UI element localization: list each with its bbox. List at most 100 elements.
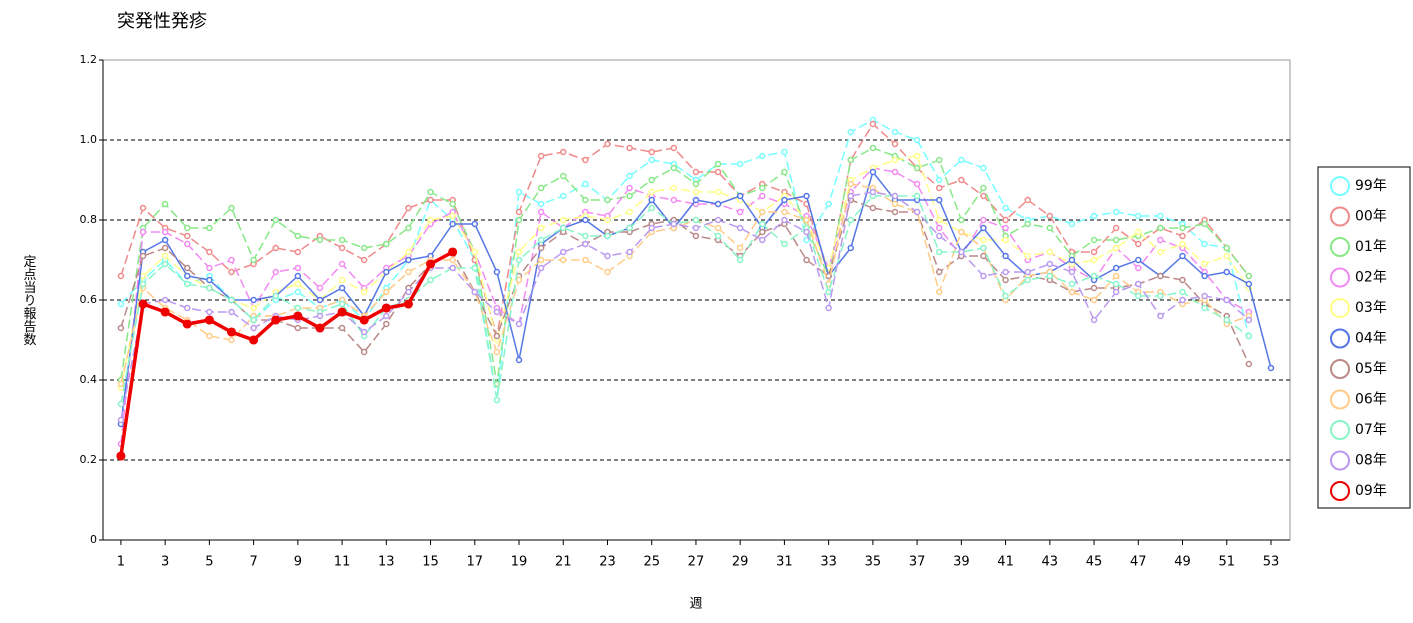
data-point <box>206 224 213 232</box>
series-line <box>120 147 1250 385</box>
data-point <box>869 120 877 128</box>
data-point <box>1046 224 1054 232</box>
data-point <box>1112 288 1120 296</box>
data-point <box>1201 272 1208 280</box>
data-point <box>117 272 125 280</box>
data-point <box>980 272 987 280</box>
y-tick-label: 1.0 <box>80 133 98 146</box>
data-point <box>1223 244 1230 252</box>
x-tick-label: 39 <box>953 555 970 570</box>
data-point <box>294 232 302 240</box>
data-point <box>869 168 877 176</box>
x-tick-label: 7 <box>249 555 257 570</box>
data-point <box>448 247 458 257</box>
data-point <box>537 256 545 264</box>
data-point <box>935 224 943 232</box>
data-point <box>316 236 324 244</box>
data-point <box>714 160 722 168</box>
data-point <box>980 216 987 224</box>
data-point <box>714 168 722 176</box>
x-tick-label: 25 <box>643 555 660 570</box>
x-tick-label: 35 <box>865 555 882 570</box>
data-point <box>1135 240 1142 248</box>
data-point <box>935 176 943 184</box>
x-tick-label: 41 <box>997 555 1014 570</box>
data-point <box>161 228 169 236</box>
data-point <box>383 288 390 296</box>
data-point <box>1024 252 1031 260</box>
data-point <box>160 307 170 317</box>
data-point <box>825 200 832 208</box>
data-point <box>736 244 744 252</box>
data-point <box>958 248 965 256</box>
data-point <box>847 156 855 164</box>
data-point <box>604 252 611 260</box>
x-tick-label: 23 <box>599 555 616 570</box>
data-point <box>139 228 147 236</box>
data-point <box>582 216 589 224</box>
data-point <box>759 152 766 160</box>
data-point <box>228 204 235 212</box>
data-point <box>515 208 523 216</box>
data-point <box>184 280 191 288</box>
data-point <box>315 323 325 333</box>
data-point <box>559 224 567 232</box>
data-point <box>537 224 545 232</box>
x-axis-label: 週 <box>689 597 702 612</box>
data-point <box>648 196 655 204</box>
data-point <box>1090 256 1098 264</box>
data-point <box>360 328 368 336</box>
data-point <box>1157 212 1164 220</box>
y-tick-label: 0.8 <box>80 213 98 226</box>
data-point <box>316 296 324 304</box>
data-point <box>980 192 987 200</box>
data-point <box>1201 292 1208 300</box>
data-point <box>537 200 545 208</box>
legend-marker <box>1330 237 1350 257</box>
data-point <box>139 280 147 288</box>
data-point <box>338 236 346 244</box>
data-point <box>1201 220 1208 228</box>
data-point <box>604 216 611 224</box>
data-point <box>250 316 257 324</box>
data-point <box>714 188 722 196</box>
data-point <box>537 208 545 216</box>
series-line <box>120 199 1250 365</box>
data-point <box>935 156 943 164</box>
data-point <box>338 300 346 308</box>
data-point <box>559 256 567 264</box>
data-point <box>891 140 899 148</box>
data-point <box>980 164 987 172</box>
data-point <box>449 212 456 220</box>
data-point <box>294 280 302 288</box>
data-point <box>736 224 744 232</box>
data-point <box>117 400 125 408</box>
data-point <box>1245 360 1253 368</box>
data-point <box>425 259 436 269</box>
data-point <box>338 276 346 284</box>
data-point <box>692 188 700 196</box>
legend-label: 09年 <box>1355 483 1387 499</box>
data-point <box>117 300 125 308</box>
data-point <box>891 156 899 164</box>
x-tick-label: 53 <box>1263 555 1280 570</box>
data-point <box>1112 264 1120 272</box>
legend-label: 99年 <box>1355 178 1387 194</box>
data-point <box>1068 288 1076 296</box>
data-point <box>228 308 235 316</box>
data-point <box>626 208 633 216</box>
data-point <box>294 304 302 312</box>
data-point <box>161 236 169 244</box>
data-point <box>825 288 832 296</box>
data-point <box>381 303 391 313</box>
data-point <box>1112 236 1120 244</box>
data-point <box>1245 272 1253 280</box>
data-point <box>1090 212 1098 220</box>
x-tick-label: 43 <box>1042 555 1059 570</box>
data-point <box>582 232 589 240</box>
data-point <box>161 252 169 260</box>
data-point <box>139 204 147 212</box>
data-point <box>935 216 943 224</box>
data-point <box>471 248 479 256</box>
data-point <box>139 252 147 260</box>
